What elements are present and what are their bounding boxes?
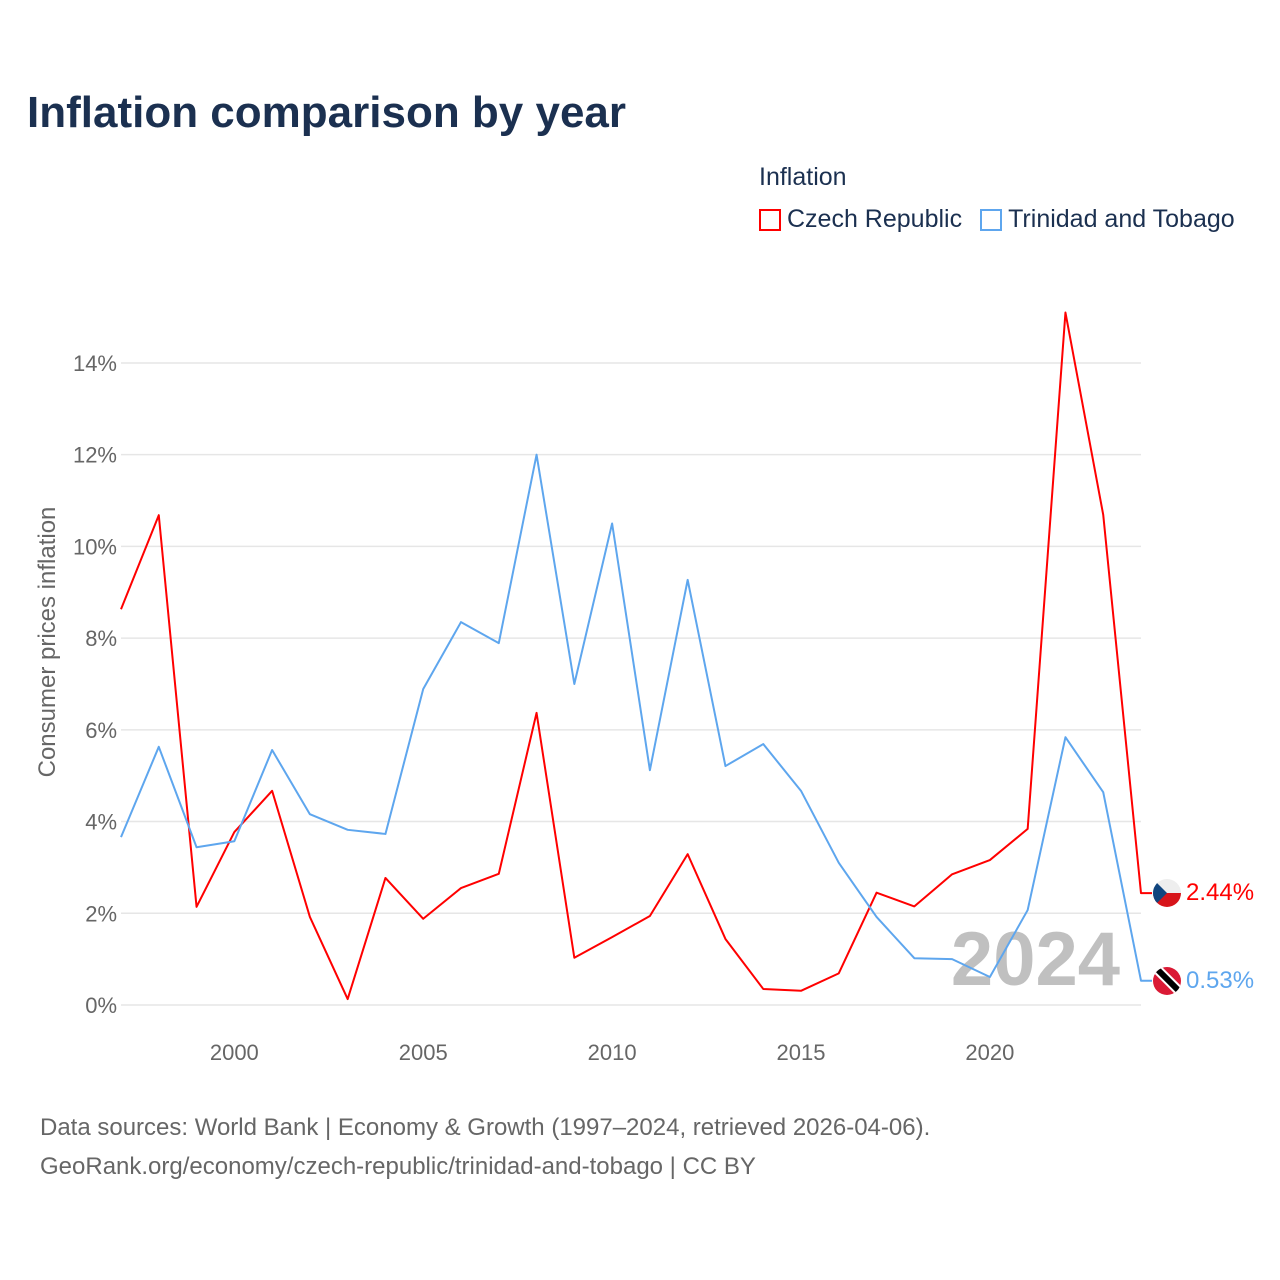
legend-label: Trinidad and Tobago <box>1008 205 1235 233</box>
legend-swatch-trinidad <box>980 208 1003 231</box>
y-tick-label: 0% <box>85 993 117 1018</box>
y-tick-label: 10% <box>73 534 117 559</box>
x-tick-label: 2020 <box>965 1040 1014 1065</box>
x-tick-label: 2010 <box>588 1040 637 1065</box>
legend-swatch-czech <box>759 208 781 231</box>
source-text: Data sources: World Bank | Economy & Gro… <box>40 1114 931 1141</box>
y-tick-label: 8% <box>85 626 117 651</box>
y-tick-label: 2% <box>85 901 117 926</box>
series-line-trinidad <box>120 453 1152 982</box>
legend-item-trinidad[interactable]: Trinidad and Tobago <box>980 205 1235 234</box>
legend: Czech Republic Trinidad and Tobago <box>759 205 1235 234</box>
y-tick-label: 4% <box>85 810 117 835</box>
chart-title: Inflation comparison by year <box>27 88 627 137</box>
y-axis-label: Consumer prices inflation <box>34 507 61 778</box>
x-tick-label: 2015 <box>777 1040 826 1065</box>
footer: Data sources: World Bank | Economy & Gro… <box>40 1108 930 1186</box>
y-tick-label: 12% <box>73 443 117 468</box>
czech-end-label: 2.44% <box>1186 879 1254 906</box>
y-tick-label: 14% <box>73 351 117 376</box>
year-watermark: 2024 <box>951 917 1120 1002</box>
czech-flag-icon <box>1153 879 1181 907</box>
legend-title: Inflation <box>759 163 847 191</box>
source-link[interactable]: GeoRank.org/economy/czech-republic/trini… <box>40 1153 756 1180</box>
trinidad-flag-icon <box>1153 967 1181 995</box>
x-tick-label: 2005 <box>399 1040 448 1065</box>
trinidad-end-label: 0.53% <box>1186 967 1254 994</box>
x-tick-label: 2000 <box>210 1040 259 1065</box>
legend-item-czech[interactable]: Czech Republic <box>759 205 962 234</box>
y-tick-label: 6% <box>85 718 117 743</box>
series-line-czech <box>120 311 1152 1001</box>
legend-label: Czech Republic <box>787 205 963 233</box>
